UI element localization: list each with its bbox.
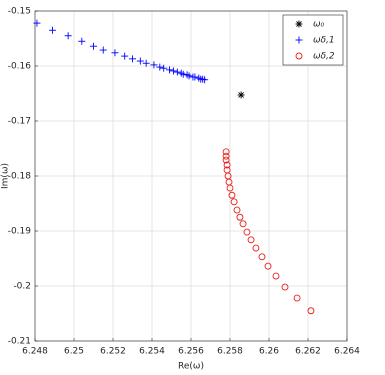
data-point bbox=[233, 206, 241, 214]
data-point bbox=[136, 57, 144, 65]
x-tick-label: 6.248 bbox=[22, 347, 48, 357]
marker-shape bbox=[243, 228, 251, 236]
data-point bbox=[78, 37, 86, 45]
marker-shape bbox=[225, 178, 233, 186]
data-point bbox=[160, 64, 168, 72]
data-point bbox=[169, 67, 177, 75]
marker-shape bbox=[239, 220, 247, 228]
data-point bbox=[33, 19, 41, 27]
data-point bbox=[142, 59, 150, 67]
y-tick-label: -0.2 bbox=[13, 282, 31, 292]
data-point bbox=[293, 294, 301, 302]
data-point bbox=[49, 26, 57, 34]
y-tick-label: -0.17 bbox=[8, 117, 31, 127]
data-point bbox=[111, 49, 119, 57]
data-point bbox=[230, 198, 238, 206]
y-axis-label: Im(ω) bbox=[1, 163, 11, 189]
legend-marker bbox=[295, 52, 303, 60]
data-point bbox=[90, 42, 97, 50]
y-tick-label: -0.19 bbox=[8, 227, 32, 237]
legend-label: ωδ,2 bbox=[313, 52, 335, 62]
data-point bbox=[228, 191, 236, 199]
marker-shape bbox=[233, 206, 241, 214]
x-tick-label: 6.264 bbox=[334, 347, 360, 357]
marker-shape bbox=[295, 52, 303, 60]
x-tick-label: 6.262 bbox=[295, 347, 321, 357]
y-tick-label: -0.21 bbox=[8, 337, 31, 347]
marker-shape bbox=[222, 148, 230, 156]
legend-box bbox=[282, 14, 344, 66]
data-point bbox=[121, 52, 129, 60]
marker-shape bbox=[258, 253, 266, 261]
marker-shape bbox=[272, 272, 280, 280]
y-tick-label: -0.16 bbox=[8, 62, 32, 72]
data-point bbox=[99, 46, 107, 54]
data-point bbox=[177, 69, 185, 77]
data-point bbox=[185, 72, 193, 80]
marker-shape bbox=[236, 213, 244, 221]
data-point bbox=[222, 156, 230, 164]
data-point bbox=[173, 68, 181, 76]
marker-shape bbox=[296, 21, 302, 27]
x-tick-label: 6.26 bbox=[259, 347, 279, 357]
marker-shape bbox=[307, 307, 315, 315]
legend-marker bbox=[295, 20, 303, 28]
marker-shape bbox=[222, 152, 230, 160]
data-point bbox=[201, 76, 209, 84]
data-point bbox=[222, 148, 230, 156]
data-point bbox=[258, 253, 266, 261]
data-point bbox=[307, 307, 315, 315]
legend-label: ω₀ bbox=[313, 20, 325, 30]
data-point bbox=[281, 283, 289, 291]
marker-shape bbox=[281, 283, 289, 291]
y-tick-label: -0.18 bbox=[8, 172, 32, 182]
data-point bbox=[179, 70, 187, 78]
data-point bbox=[243, 228, 251, 236]
data-point bbox=[226, 184, 234, 192]
legend-label: ωδ,1 bbox=[313, 36, 335, 46]
data-point bbox=[272, 272, 280, 280]
x-axis-label: Re(ω) bbox=[178, 362, 204, 372]
data-point bbox=[239, 220, 247, 228]
marker-shape bbox=[247, 236, 255, 244]
marker-shape bbox=[226, 184, 234, 192]
data-point bbox=[252, 244, 260, 252]
x-tick-label: 6.25 bbox=[64, 347, 84, 357]
data-point bbox=[191, 73, 199, 81]
x-tick-label: 6.254 bbox=[139, 347, 165, 357]
x-tick-label: 6.256 bbox=[178, 347, 204, 357]
data-point bbox=[264, 262, 272, 270]
data-point bbox=[223, 161, 231, 169]
data-point bbox=[156, 63, 164, 71]
data-point bbox=[237, 91, 245, 99]
plot-frame bbox=[34, 10, 348, 342]
data-point bbox=[225, 178, 233, 186]
data-point bbox=[199, 75, 207, 83]
data-point bbox=[195, 74, 203, 82]
data-point bbox=[129, 55, 136, 63]
marker-shape bbox=[230, 198, 238, 206]
marker-shape bbox=[238, 92, 244, 98]
y-tick-label: -0.15 bbox=[8, 7, 31, 17]
data-point bbox=[64, 32, 72, 40]
x-tick-label: 6.258 bbox=[217, 347, 243, 357]
marker-shape bbox=[223, 161, 231, 169]
marker-shape bbox=[222, 156, 230, 164]
data-point bbox=[150, 61, 158, 69]
data-point bbox=[166, 66, 174, 74]
marker-shape bbox=[264, 262, 272, 270]
marker-shape bbox=[252, 244, 260, 252]
marker-shape bbox=[228, 191, 236, 199]
data-point bbox=[236, 213, 244, 221]
data-point bbox=[222, 152, 230, 160]
x-tick-label: 6.252 bbox=[100, 347, 126, 357]
marker-shape bbox=[293, 294, 301, 302]
legend-marker bbox=[295, 36, 303, 44]
data-point bbox=[247, 236, 255, 244]
